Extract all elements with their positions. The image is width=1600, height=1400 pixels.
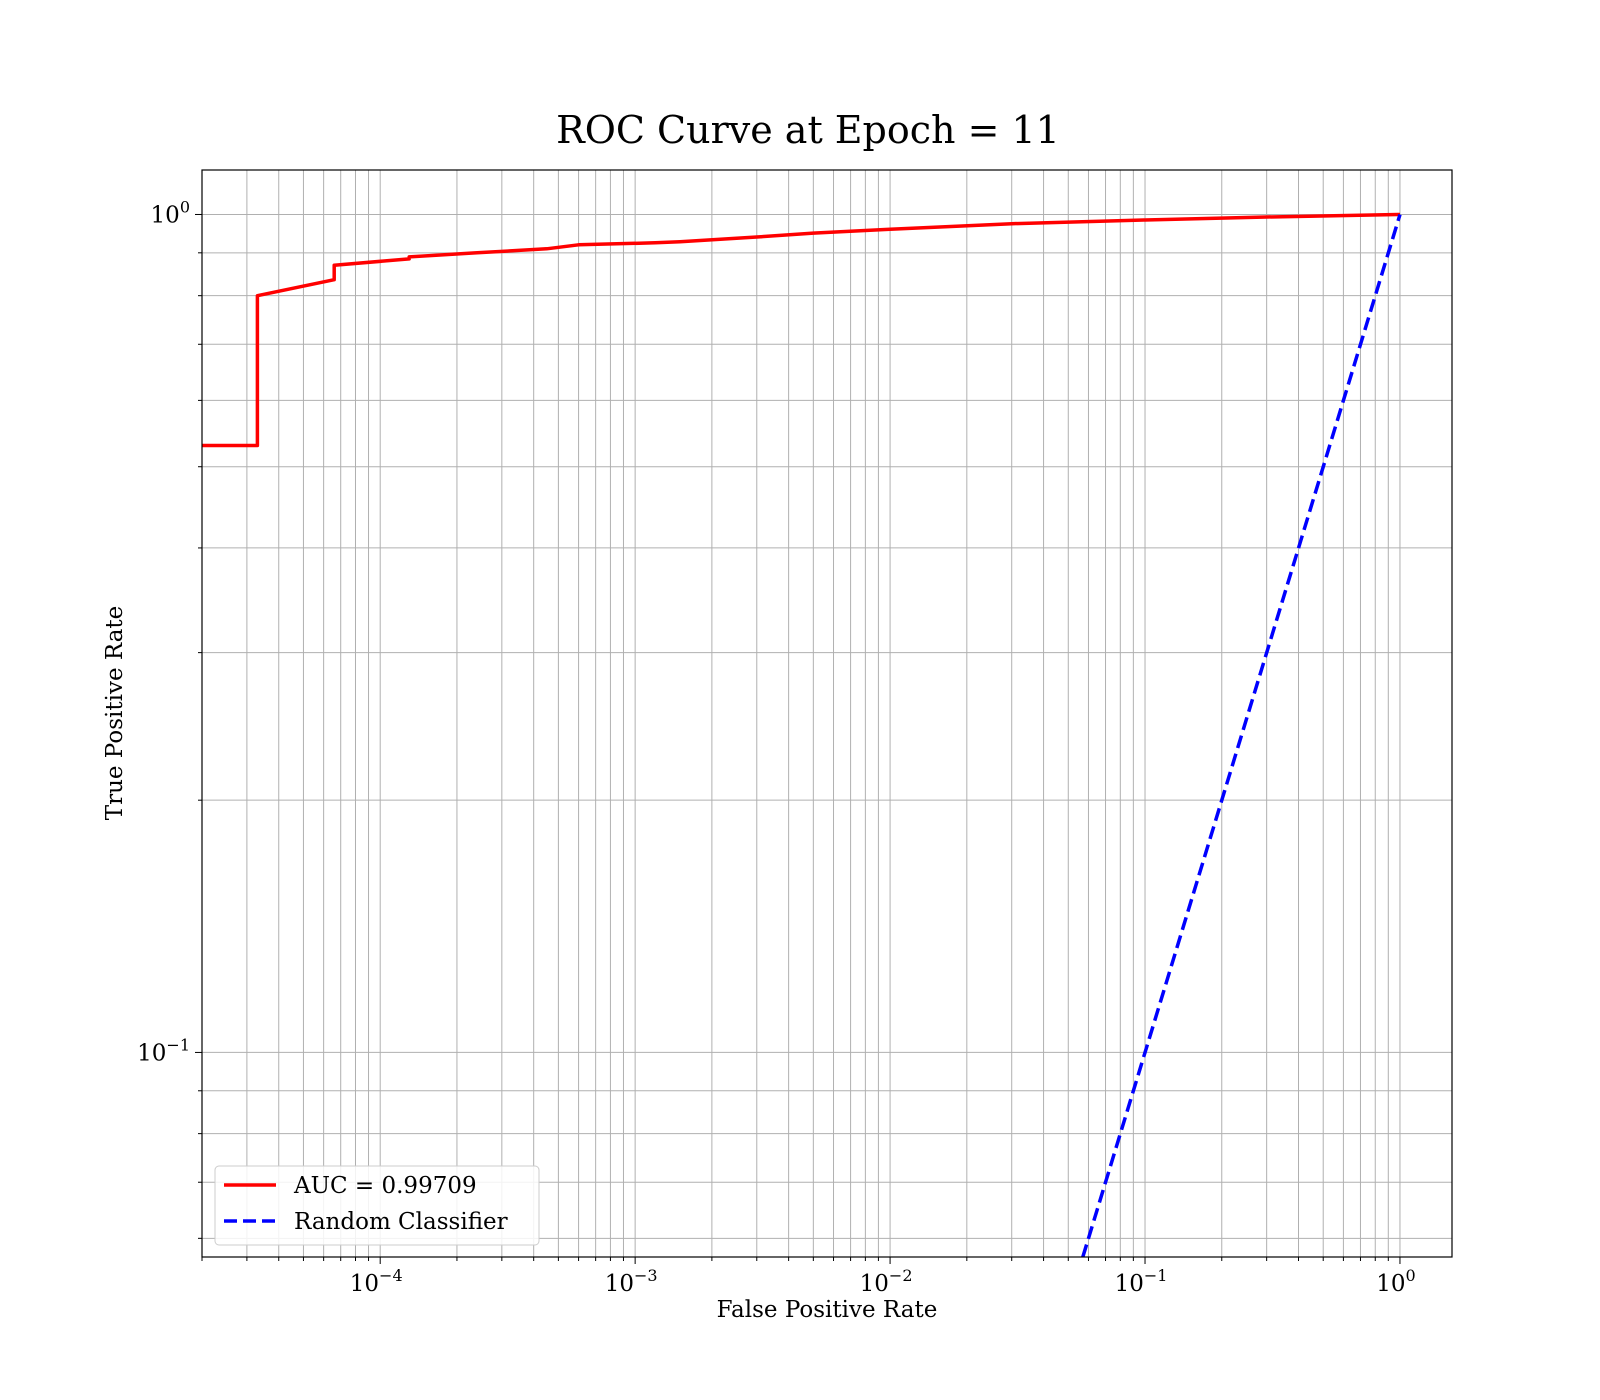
x-tick-label: 10−1 [1115,1266,1168,1297]
y-axis-label: True Positive Rate [102,606,128,821]
plot-frame [201,169,1453,1258]
x-tick-label: 10−4 [350,1266,403,1297]
roc-curve-line [202,212,1401,448]
legend: AUC = 0.99709 Random Classifier [214,1165,540,1246]
x-tick-label: 10−2 [860,1266,913,1297]
series-layer [202,212,1402,1257]
random-classifier-line [1081,213,1402,1257]
legend-label-auc: AUC = 0.99709 [293,1173,477,1199]
legend-label-random: Random Classifier [294,1209,508,1235]
x-tick-label: 100 [1376,1266,1415,1297]
legend-box [214,1165,540,1246]
grid-lines [201,170,1452,1257]
axis-ticks: 10−4 10−3 10−2 10−1 100 10−1 100 [137,197,1416,1297]
y-tick-label: 10−1 [137,1035,190,1066]
x-axis-label: False Positive Rate [717,1297,938,1323]
x-tick-label: 10−3 [605,1266,658,1297]
y-tick-label: 100 [151,197,190,228]
chart-title: ROC Curve at Epoch = 11 [556,108,1060,152]
